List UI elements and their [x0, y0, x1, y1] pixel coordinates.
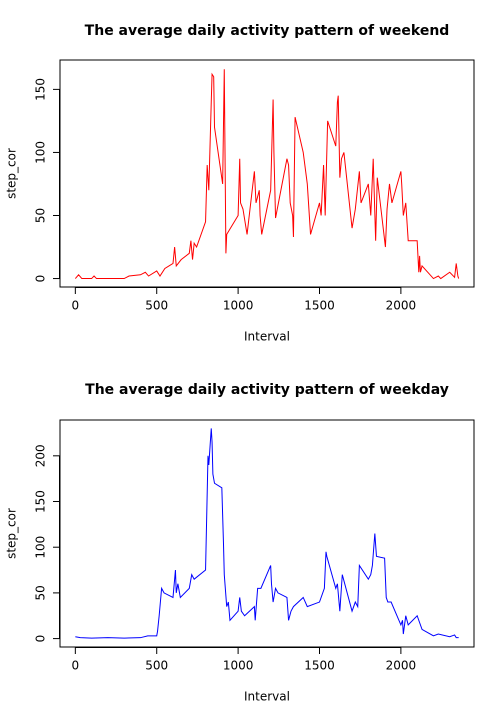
y-tick-label: 200	[34, 444, 48, 467]
chart-title: The average daily activity pattern of we…	[85, 23, 450, 39]
y-tick-label: 150	[34, 78, 48, 101]
x-axis-label: Interval	[244, 690, 290, 704]
data-line	[74, 69, 460, 280]
data-line	[75, 428, 459, 639]
plot-box	[59, 59, 475, 288]
x-tick-label: 500	[145, 299, 168, 313]
y-axis-label: step_cor	[5, 508, 19, 559]
y-axis-label: step_cor	[5, 148, 19, 199]
x-tick-label: 500	[145, 659, 168, 673]
plot-box	[59, 419, 475, 648]
x-tick-label: 1000	[223, 299, 254, 313]
y-tick-label: 50	[34, 585, 48, 600]
y-tick-label: 100	[34, 536, 48, 559]
y-tick-label: 150	[34, 490, 48, 513]
y-tick-label: 100	[34, 141, 48, 164]
y-tick-label: 50	[34, 208, 48, 223]
x-tick-label: 0	[72, 659, 80, 673]
x-tick-label: 1000	[223, 659, 254, 673]
y-tick-label: 0	[34, 275, 48, 283]
x-tick-label: 2000	[386, 659, 417, 673]
y-tick-label: 0	[34, 635, 48, 643]
x-axis-label: Interval	[244, 330, 290, 344]
x-tick-label: 0	[72, 299, 80, 313]
x-tick-label: 2000	[386, 299, 417, 313]
x-tick-label: 1500	[304, 299, 335, 313]
chart-title: The average daily activity pattern of we…	[85, 382, 449, 398]
x-tick-label: 1500	[304, 659, 335, 673]
